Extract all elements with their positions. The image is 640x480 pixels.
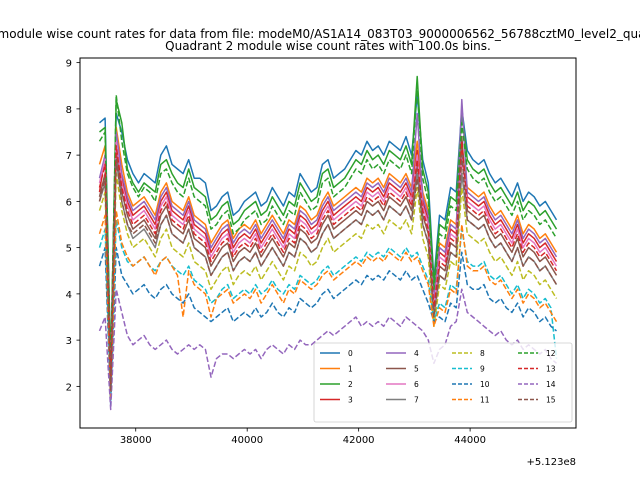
y-tick-label: 6 — [66, 197, 72, 208]
x-tick-label: 40000 — [231, 435, 263, 446]
legend-label-14: 14 — [546, 380, 556, 389]
axis-ticks: 38000 40000 42000 44000 2 3 4 5 6 7 8 9 — [66, 59, 486, 446]
legend-label-13: 13 — [546, 365, 556, 374]
legend-label-5: 5 — [414, 365, 419, 374]
x-offset-label: +5.123e8 — [526, 457, 576, 468]
series-line-15 — [98, 154, 558, 392]
series-line-9 — [98, 219, 558, 402]
series-layer — [98, 75, 558, 411]
series-line-2 — [99, 75, 558, 369]
y-tick-label: 9 — [66, 59, 72, 70]
x-tick-label: 38000 — [120, 435, 152, 446]
legend-box — [313, 342, 573, 423]
chart-title: Quadrant 2 module wise count rates with … — [165, 39, 491, 53]
series-line-6 — [98, 140, 558, 383]
series-line-1 — [98, 126, 558, 374]
y-tick-label: 8 — [66, 105, 72, 116]
legend-label-7: 7 — [414, 396, 419, 405]
legend-label-12: 12 — [546, 349, 556, 358]
series-line-10 — [98, 246, 557, 406]
y-tick-label: 3 — [66, 336, 72, 347]
legend-label-0: 0 — [348, 349, 353, 358]
series-line-13 — [98, 140, 558, 388]
series-line-4 — [98, 98, 558, 388]
series-line-11 — [98, 209, 558, 402]
series-line-14 — [98, 288, 557, 411]
legend-label-8: 8 — [480, 349, 485, 358]
legend-label-15: 15 — [546, 396, 556, 405]
y-tick-label: 5 — [66, 244, 72, 255]
series-line-5 — [98, 135, 558, 392]
x-tick-label: 44000 — [454, 435, 486, 446]
figure-suptitle: Quadrant 2 module wise count rates for d… — [0, 27, 640, 41]
legend-label-1: 1 — [348, 365, 353, 374]
legend-label-3: 3 — [348, 396, 353, 405]
series-line-8 — [98, 172, 558, 397]
y-tick-label: 7 — [66, 151, 72, 162]
legend-label-10: 10 — [480, 380, 490, 389]
legend-label-4: 4 — [414, 349, 419, 358]
y-tick-label: 2 — [66, 382, 72, 393]
y-tick-label: 4 — [66, 290, 72, 301]
legend-label-11: 11 — [480, 396, 490, 405]
legend-label-2: 2 — [348, 380, 353, 389]
legend-label-6: 6 — [414, 380, 419, 389]
x-tick-label: 42000 — [343, 435, 375, 446]
series-line-3 — [98, 135, 558, 378]
legend-label-9: 9 — [480, 365, 485, 374]
plot-frame — [79, 57, 577, 429]
series-line-12 — [98, 85, 558, 374]
series-line-0 — [99, 94, 558, 365]
